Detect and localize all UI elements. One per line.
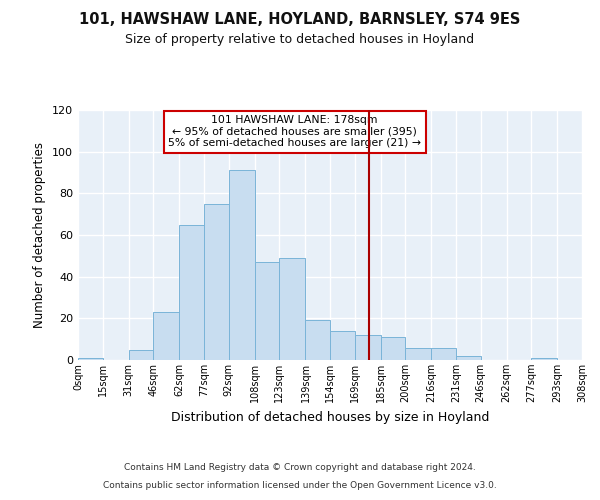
Bar (129, 350, 153, 360)
Bar (179, 224, 204, 360)
Bar (381, 337, 405, 360)
Bar (355, 335, 381, 360)
Bar (78, 358, 103, 360)
Bar (456, 356, 481, 360)
Text: 101, HAWSHAW LANE, HOYLAND, BARNSLEY, S74 9ES: 101, HAWSHAW LANE, HOYLAND, BARNSLEY, S7… (79, 12, 521, 28)
X-axis label: Distribution of detached houses by size in Hoyland: Distribution of detached houses by size … (171, 410, 489, 424)
Bar (431, 348, 456, 360)
Bar (279, 258, 305, 360)
Bar (305, 320, 330, 360)
Bar (330, 331, 355, 360)
Text: Contains HM Land Registry data © Crown copyright and database right 2024.: Contains HM Land Registry data © Crown c… (124, 464, 476, 472)
Bar (405, 348, 431, 360)
Text: 101 HAWSHAW LANE: 178sqm
← 95% of detached houses are smaller (395)
5% of semi-d: 101 HAWSHAW LANE: 178sqm ← 95% of detach… (168, 115, 421, 148)
Text: Contains public sector information licensed under the Open Government Licence v3: Contains public sector information licen… (103, 481, 497, 490)
Y-axis label: Number of detached properties: Number of detached properties (34, 142, 46, 328)
Bar (229, 170, 255, 360)
Bar (582, 358, 600, 360)
Text: Size of property relative to detached houses in Hoyland: Size of property relative to detached ho… (125, 32, 475, 46)
Bar (255, 262, 279, 360)
Bar (204, 204, 229, 360)
Bar (153, 312, 179, 360)
Bar (531, 358, 557, 360)
